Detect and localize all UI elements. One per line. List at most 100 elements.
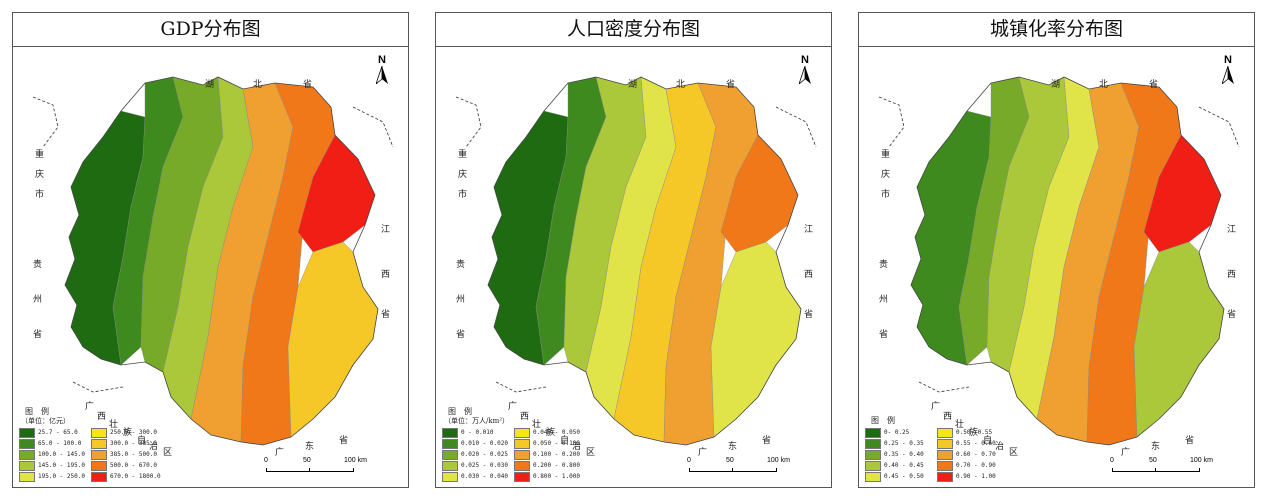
province-map: 湖北省重庆市贵州省江西省广西壮族自治区 广东省 bbox=[878, 76, 1240, 458]
legend-label: 0.50- 0.55 bbox=[956, 429, 993, 436]
panel-title: 城镇化率分布图 bbox=[859, 13, 1254, 47]
neighbor-label: 自 bbox=[983, 434, 992, 446]
legend-item: 65.0 - 100.0 bbox=[19, 438, 91, 449]
neighbor-label: 市 bbox=[35, 188, 44, 200]
neighbor-label: 省 bbox=[303, 78, 312, 90]
legend-title: 图 例 bbox=[448, 407, 472, 416]
legend-unit: （单位：亿元） bbox=[21, 417, 70, 425]
neighbor-label: 东 bbox=[1151, 440, 1160, 452]
legend-label: 670.0 - 1800.0 bbox=[110, 473, 161, 480]
neighbor-label: 省 bbox=[762, 434, 771, 446]
map-legend: 图 例 （单位：亿元） 25.7 - 65.0 250.0 - 300.0 65.0… bbox=[19, 407, 169, 482]
legend-item: 0.60 - 0.70 bbox=[937, 449, 1009, 460]
neighbor-boundary bbox=[495, 381, 547, 393]
province-boundary bbox=[487, 76, 802, 446]
neighbor-label: 广 bbox=[931, 400, 940, 412]
neighbor-label: 广 bbox=[508, 400, 517, 412]
legend-item: 0 - 0.010 bbox=[442, 427, 514, 438]
north-arrow-icon: N bbox=[374, 55, 390, 88]
neighbor-label: 西 bbox=[943, 411, 952, 422]
map-legend: 图 例 （单位：万人/km²） 0 - 0.010 0.040 - 0.050 0.… bbox=[442, 407, 592, 482]
neighbor-label: 族 bbox=[969, 426, 978, 438]
legend-item: 0.020 - 0.025 bbox=[442, 449, 514, 460]
neighbor-label: 省 bbox=[339, 434, 348, 446]
legend-swatch bbox=[937, 449, 953, 460]
legend-swatch bbox=[937, 460, 953, 471]
legend-swatch bbox=[442, 438, 458, 449]
neighbor-label: 重 bbox=[881, 148, 890, 160]
neighbor-label: 广 bbox=[698, 446, 707, 458]
north-arrow-icon: N bbox=[797, 55, 813, 88]
scale-bar: 0 50 100 km bbox=[687, 457, 809, 479]
legend-unit: （单位：万人/km²） bbox=[444, 417, 510, 425]
neighbor-boundary bbox=[72, 381, 124, 393]
neighbor-label: 广 bbox=[1121, 446, 1130, 458]
legend-item: 0.35 - 0.40 bbox=[865, 449, 937, 460]
legend-item: 0.040 - 0.050 bbox=[514, 427, 586, 438]
neighbor-label: 省 bbox=[726, 78, 735, 90]
neighbor-boundary bbox=[775, 106, 817, 148]
neighbor-label: 西 bbox=[1227, 269, 1236, 280]
neighbor-label: 州 bbox=[33, 294, 42, 305]
province-boundary bbox=[910, 76, 1225, 446]
legend-item: 0.90 - 1.00 bbox=[937, 471, 1009, 482]
neighbor-label: 东 bbox=[305, 440, 314, 452]
neighbor-label: 治 bbox=[149, 440, 158, 452]
legend-title: 图 例 bbox=[25, 407, 49, 416]
neighbor-label: 北 bbox=[676, 79, 685, 90]
map-panel-gdp: GDP分布图 湖北省重庆市贵州省江西省广西壮族自治区广东省 N 图 例 （单位：… bbox=[12, 12, 409, 488]
neighbor-label: 庆 bbox=[35, 168, 44, 180]
map-panel-urbanization: 城镇化率分布图 湖北省重庆市贵州省江西省广西壮族自治区广东省 N 图 例 0- … bbox=[858, 12, 1255, 488]
neighbor-label: 北 bbox=[253, 79, 262, 90]
legend-swatch bbox=[442, 471, 458, 482]
legend-swatch bbox=[865, 438, 881, 449]
legend-item: 385.0 - 500.0 bbox=[91, 449, 163, 460]
neighbor-label: 省 bbox=[804, 308, 813, 320]
legend-item: 0.025 - 0.030 bbox=[442, 460, 514, 471]
map-region bbox=[287, 241, 378, 438]
legend-swatch bbox=[19, 427, 35, 438]
legend-label: 0.020 - 0.025 bbox=[461, 451, 508, 458]
legend-item: 0.050 - 0.100 bbox=[514, 438, 586, 449]
legend-swatch bbox=[91, 471, 107, 482]
neighbor-label: 区 bbox=[586, 447, 595, 458]
legend-swatch bbox=[514, 471, 530, 482]
legend-swatch bbox=[442, 460, 458, 471]
panel-title: 人口密度分布图 bbox=[436, 13, 831, 47]
neighbor-boundary bbox=[32, 96, 59, 148]
legend-swatch bbox=[19, 460, 35, 471]
legend-item: 0.030 - 0.040 bbox=[442, 471, 514, 482]
legend-swatch bbox=[91, 438, 107, 449]
neighbor-boundary bbox=[1198, 106, 1240, 148]
legend-swatch bbox=[865, 449, 881, 460]
legend-item: 670.0 - 1800.0 bbox=[91, 471, 163, 482]
neighbor-label: 西 bbox=[381, 269, 390, 280]
neighbor-label: 省 bbox=[1185, 434, 1194, 446]
legend-label: 250.0 - 300.0 bbox=[110, 429, 157, 436]
neighbor-label: 贵 bbox=[879, 258, 888, 270]
neighbor-label: 省 bbox=[1149, 78, 1158, 90]
legend-swatch bbox=[19, 471, 35, 482]
neighbor-label: 贵 bbox=[33, 258, 42, 270]
neighbor-label: 省 bbox=[879, 328, 888, 340]
legend-item: 195.0 - 250.0 bbox=[19, 471, 91, 482]
legend-label: 0.050 - 0.100 bbox=[533, 440, 580, 447]
neighbor-boundary bbox=[918, 381, 970, 393]
neighbor-label: 族 bbox=[123, 426, 132, 438]
legend-label: 0.010 - 0.020 bbox=[461, 440, 508, 447]
neighbor-label: 族 bbox=[546, 426, 555, 438]
legend-title: 图 例 bbox=[871, 416, 895, 425]
neighbor-label: 庆 bbox=[881, 168, 890, 180]
legend-item: 0.200 - 0.800 bbox=[514, 460, 586, 471]
legend-label: 100.0 - 145.0 bbox=[38, 451, 85, 458]
map-legend: 图 例 0- 0.25 0.50- 0.55 0.25 - 0.35 0.55 - 0… bbox=[865, 416, 1015, 482]
scale-bar: 0 50 100 km bbox=[264, 457, 386, 479]
legend-swatch bbox=[91, 427, 107, 438]
neighbor-label: 省 bbox=[1227, 308, 1236, 320]
legend-item: 0.010 - 0.020 bbox=[442, 438, 514, 449]
legend-swatch bbox=[865, 460, 881, 471]
neighbor-label: 重 bbox=[458, 148, 467, 160]
neighbor-label: 壮 bbox=[955, 418, 964, 430]
legend-item: 0.800 - 1.000 bbox=[514, 471, 586, 482]
legend-label: 0 - 0.010 bbox=[461, 429, 494, 436]
